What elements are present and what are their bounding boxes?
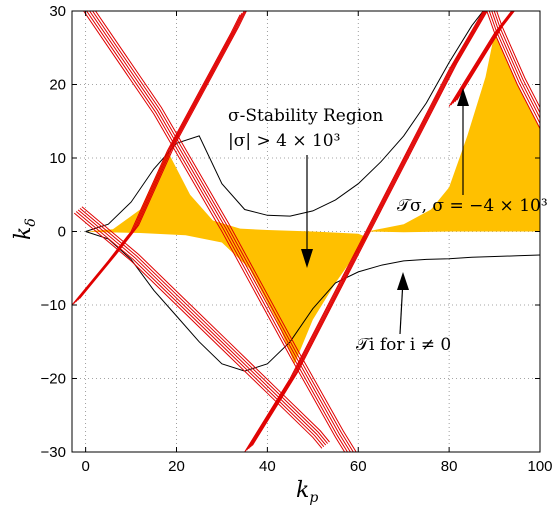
red-curve (72, 14, 241, 306)
y-tick-label: 20 (49, 77, 66, 94)
red-curve (248, 11, 486, 450)
y-tick-label: 10 (49, 150, 66, 167)
x-tick-labels: 0 20 40 60 80 100 (81, 458, 552, 475)
red-curve (244, 11, 484, 452)
x-tick-label: 80 (441, 458, 458, 475)
black-curve (85, 11, 484, 232)
annotations: σ-Stability Region |σ| > 4 × 10³ 𝒯σ, σ =… (228, 88, 548, 355)
x-tick-label: 20 (168, 458, 185, 475)
stability-region-fill (367, 33, 540, 233)
curves (72, 11, 540, 452)
red-curve (493, 11, 540, 114)
red-curve (246, 11, 485, 451)
red-curve (81, 206, 330, 443)
x-axis-label: kp (296, 478, 318, 506)
stability-region (85, 33, 540, 364)
annotation-line: |σ| > 4 × 10³ (228, 131, 340, 151)
red-curve (75, 211, 325, 448)
stability-region-fill (85, 150, 368, 364)
red-curve (486, 11, 540, 129)
red-curve (79, 11, 247, 299)
y-tick-label: 30 (49, 3, 66, 20)
red-curve (496, 11, 540, 109)
red-curve (488, 11, 540, 125)
red-curve (94, 11, 357, 452)
red-curve (249, 11, 487, 448)
y-axis-label: kδ (11, 218, 39, 240)
annotation-line: σ-Stability Region (228, 106, 383, 126)
black-curve (85, 231, 540, 372)
stability-region-annotation: σ-Stability Region |σ| > 4 × 10³ (228, 106, 383, 268)
red-curve (491, 11, 540, 120)
red-curve (91, 11, 354, 452)
red-curve (89, 11, 352, 452)
arrow-head (301, 249, 313, 268)
ticks (72, 10, 541, 453)
red-curve (83, 11, 346, 452)
y-tick-label: −30 (41, 444, 66, 461)
t-i-annotation: 𝒯i for i ≠ 0 (356, 272, 451, 355)
y-tick-labels: −30 −20 −10 0 10 20 30 (41, 3, 66, 461)
arrow-head (397, 272, 409, 290)
red-curve (251, 11, 488, 446)
red-curve (79, 208, 328, 444)
y-tick-label: 0 (58, 224, 66, 241)
x-tick-label: 0 (81, 458, 89, 475)
red-curve (73, 212, 323, 449)
x-tick-label: 100 (527, 458, 552, 475)
x-tick-label: 60 (350, 458, 367, 475)
annotation-line: 𝒯σ, σ = −4 × 10³ (397, 196, 548, 216)
y-tick-label: −10 (41, 297, 66, 314)
red-curve (86, 11, 349, 452)
t-sigma-annotation: 𝒯σ, σ = −4 × 10³ (397, 88, 548, 216)
red-curve (77, 209, 327, 446)
arrow-head (457, 88, 469, 106)
y-tick-label: −20 (41, 371, 66, 388)
x-tick-label: 40 (259, 458, 276, 475)
annotation-line: 𝒯i for i ≠ 0 (356, 335, 451, 355)
